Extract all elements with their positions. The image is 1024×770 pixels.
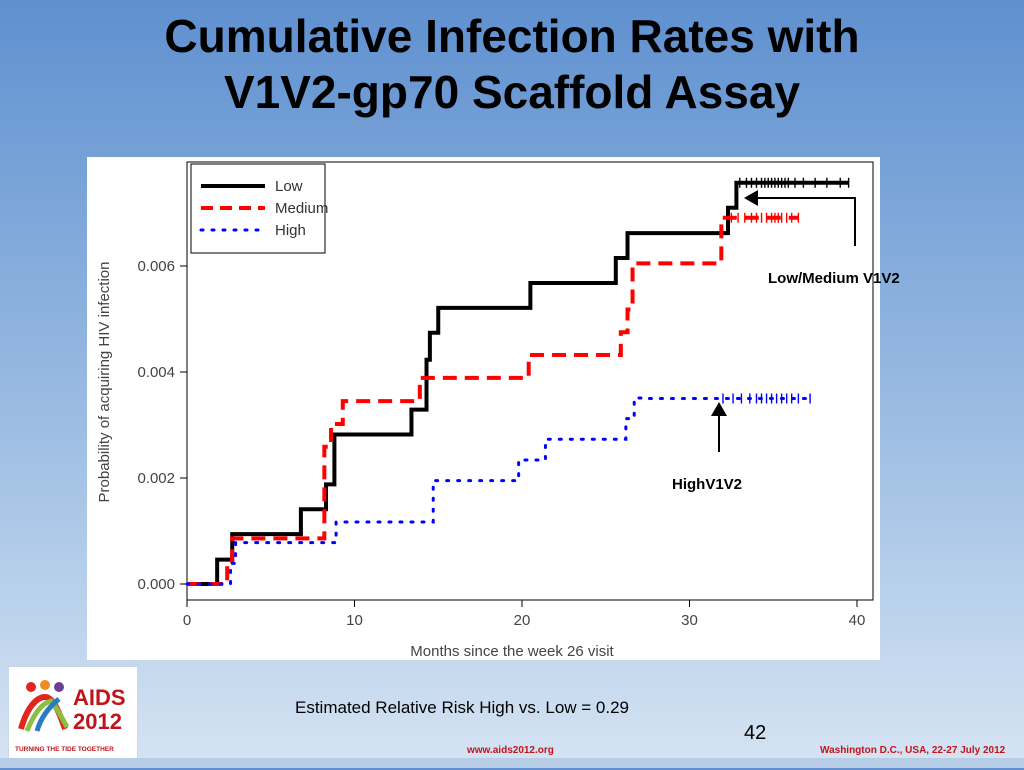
y-tick-label: 0.002 (137, 470, 175, 487)
annotation-high: HighV1V2 (672, 476, 743, 493)
footer-url: www.aids2012.org (467, 745, 554, 756)
x-axis-label: Months since the week 26 visit (410, 643, 614, 660)
title-line-1: Cumulative Infection Rates with (164, 10, 860, 62)
y-tick-label: 0.004 (137, 364, 175, 381)
title-line-2: V1V2-gp70 Scaffold Assay (223, 66, 801, 118)
km-curve-chart: 0 10 20 30 40 0.000 0.002 0.004 0.006 Months sinc… (96, 161, 874, 660)
footer-bar (0, 758, 1024, 768)
legend-label: Low (275, 178, 303, 195)
x-tick-label: 20 (514, 612, 531, 629)
series-high (185, 393, 812, 586)
y-axis-label: Probability of acquiring HIV infection (96, 262, 113, 503)
y-tick-label: 0.006 (137, 258, 175, 275)
annotation-low-medium: Low/Medium V1V2 (768, 270, 900, 287)
chart-panel: 0 10 20 30 40 0.000 0.002 0.004 0.006 Months sinc… (87, 157, 880, 660)
chart-axes: 0 10 20 30 40 0.000 0.002 0.004 0.006 Months sinc… (96, 161, 874, 660)
low-medium-arrow-icon (744, 190, 856, 246)
chart-legend: Low Medium High (190, 163, 328, 254)
footer-location: Washington D.C., USA, 22-27 July 2012 (820, 745, 1006, 756)
plot-frame (186, 161, 874, 601)
x-tick-label: 0 (183, 612, 191, 629)
x-tick-label: 40 (849, 612, 866, 629)
series-line (187, 180, 849, 586)
series-line (185, 396, 812, 586)
y-tick-label: 0.000 (137, 576, 175, 593)
chart-series (185, 177, 850, 586)
series-line (187, 215, 799, 586)
legend-label: High (275, 222, 306, 239)
aids2012-logo: AIDS 2012 TURNING THE TIDE TOGETHER (8, 666, 138, 766)
ribbon-people-logo-icon: AIDS 2012 TURNING THE TIDE TOGETHER (15, 680, 126, 753)
legend-label: Medium (275, 200, 328, 217)
page-number: 42 (744, 722, 767, 744)
slide-title: Cumulative Infection Rates with V1V2-gp7… (0, 8, 1024, 120)
x-tick-label: 10 (346, 612, 363, 629)
series-low (187, 177, 850, 586)
logo-tagline: TURNING THE TIDE TOGETHER (15, 746, 114, 753)
x-tick-label: 30 (681, 612, 698, 629)
series-medium (187, 212, 800, 586)
relative-risk-text: Estimated Relative Risk High vs. Low = 0… (295, 698, 630, 717)
logo-line-2: 2012 (73, 709, 122, 734)
logo-line-1: AIDS (73, 685, 126, 710)
